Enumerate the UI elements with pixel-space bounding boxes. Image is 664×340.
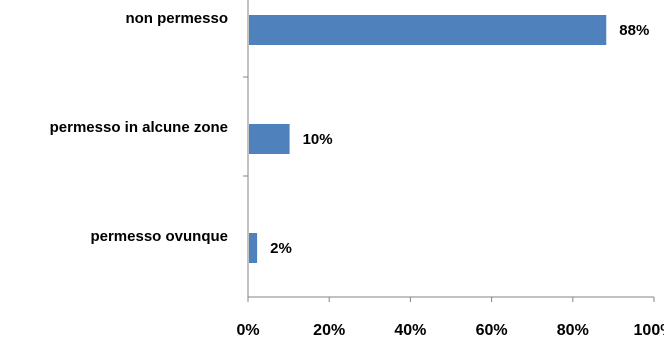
- x-tick-label: 80%: [557, 322, 589, 339]
- bar: [249, 15, 607, 45]
- x-tick-label: 60%: [476, 322, 508, 339]
- bar: [249, 124, 290, 154]
- category-label: permesso in alcune zone: [50, 119, 228, 136]
- value-label: 88%: [619, 22, 649, 39]
- x-tick-label: 40%: [394, 322, 426, 339]
- x-tick-label: 100%: [634, 322, 664, 339]
- x-tick-label: 20%: [313, 322, 345, 339]
- bars: [249, 15, 607, 263]
- value-label: 2%: [270, 240, 292, 257]
- category-label: permesso ovunque: [90, 228, 228, 245]
- bar: [249, 233, 258, 263]
- x-tick-label: 0%: [236, 322, 259, 339]
- category-label: non permesso: [125, 10, 228, 27]
- category-labels: non permesso permesso in alcune zone perme…: [50, 10, 228, 245]
- axes: [243, 0, 654, 298]
- value-label: 10%: [303, 131, 333, 148]
- x-axis-ticks: 0% 20% 40% 60% 80% 100%: [236, 297, 664, 339]
- value-labels: 88% 10% 2%: [270, 22, 649, 257]
